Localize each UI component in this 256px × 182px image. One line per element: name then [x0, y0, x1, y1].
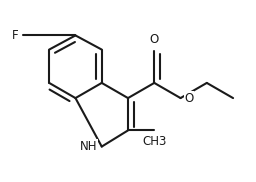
Text: O: O: [150, 33, 159, 46]
Text: O: O: [185, 92, 194, 105]
Text: CH3: CH3: [142, 135, 166, 149]
Text: NH: NH: [80, 140, 98, 153]
Text: F: F: [12, 29, 19, 42]
